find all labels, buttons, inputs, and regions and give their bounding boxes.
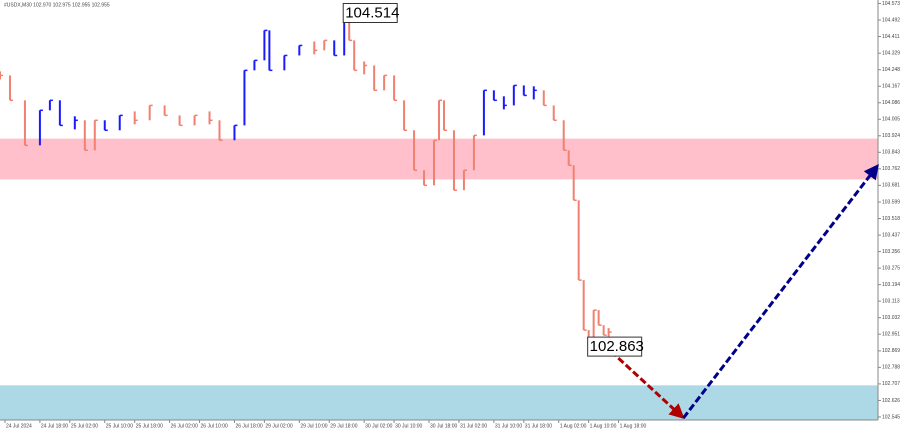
y-tick-label: 104.005 bbox=[882, 117, 900, 123]
arrow bbox=[682, 163, 880, 419]
x-tick-label: 31 Jul 02:00 bbox=[460, 423, 487, 429]
x-tick-label: 1 Aug 02:00 bbox=[560, 423, 587, 429]
y-tick-label: 103.518 bbox=[882, 216, 900, 222]
y-tick-label: 102.707 bbox=[882, 381, 900, 387]
header: #USDX,M30 102.970 102.975 102.955 102.95… bbox=[4, 2, 110, 8]
y-tick-label: 103.924 bbox=[882, 133, 900, 139]
y-tick-label: 104.411 bbox=[882, 34, 900, 40]
y-tick-label: 103.194 bbox=[882, 282, 900, 288]
x-tick-label: 26 Jul 10:00 bbox=[201, 423, 228, 429]
x-tick-label: 24 Jul 2024 bbox=[6, 423, 32, 429]
y-tick-label: 104.086 bbox=[882, 100, 900, 106]
annotation: 102.863 bbox=[590, 338, 644, 355]
annotation-box bbox=[342, 2, 398, 23]
y-tick-label: 103.113 bbox=[882, 298, 900, 304]
y-tick-label: 102.545 bbox=[882, 414, 900, 420]
x-tick-label: 26 Jul 02:00 bbox=[171, 423, 198, 429]
zone bbox=[0, 385, 878, 420]
y-tick-label: 103.437 bbox=[882, 232, 900, 238]
x-tick-label: 29 Jul 02:00 bbox=[265, 423, 292, 429]
y-tick-label: 102.788 bbox=[882, 365, 900, 371]
y-tick-label: 102.626 bbox=[882, 398, 900, 404]
y-tick-label: 103.843 bbox=[882, 150, 900, 156]
y-tick-label: 103.681 bbox=[882, 183, 900, 189]
zone bbox=[0, 138, 878, 180]
y-tick-label: 103.356 bbox=[882, 249, 900, 255]
annotation: 104.514 bbox=[345, 4, 399, 21]
x-tick-label: 25 Jul 18:00 bbox=[136, 423, 163, 429]
y-tick-label: 102.869 bbox=[882, 348, 900, 354]
y-tick-label: 104.492 bbox=[882, 17, 900, 23]
y-tick-label: 104.167 bbox=[882, 84, 900, 90]
x-tick-label: 24 Jul 18:00 bbox=[41, 423, 68, 429]
x-tick-label: 31 Jul 10:00 bbox=[495, 423, 522, 429]
x-tick-label: 1 Aug 18:00 bbox=[620, 423, 647, 429]
y-tick-label: 103.599 bbox=[882, 199, 900, 205]
y-tick-label: 103.032 bbox=[882, 315, 900, 321]
x-tick-label: 25 Jul 02:00 bbox=[71, 423, 98, 429]
arrow bbox=[602, 343, 685, 420]
y-tick-label: 102.951 bbox=[882, 331, 900, 337]
annotation-box bbox=[587, 336, 643, 357]
x-tick-label: 30 Jul 18:00 bbox=[430, 423, 457, 429]
x-tick-label: 25 Jul 10:00 bbox=[106, 423, 133, 429]
y-tick-label: 104.573 bbox=[882, 1, 900, 7]
x-tick-label: 30 Jul 02:00 bbox=[365, 423, 392, 429]
x-tick-label: 29 Jul 10:00 bbox=[300, 423, 327, 429]
x-tick-label: 26 Jul 18:00 bbox=[235, 423, 262, 429]
x-tick-label: 31 Jul 18:00 bbox=[525, 423, 552, 429]
y-tick-label: 103.762 bbox=[882, 166, 900, 172]
x-tick-label: 30 Jul 10:00 bbox=[395, 423, 422, 429]
x-tick-label: 1 Aug 10:00 bbox=[590, 423, 617, 429]
y-tick-label: 104.248 bbox=[882, 67, 900, 73]
y-tick-label: 103.275 bbox=[882, 265, 900, 271]
x-tick-label: 29 Jul 18:00 bbox=[330, 423, 357, 429]
y-tick-label: 104.329 bbox=[882, 51, 900, 57]
